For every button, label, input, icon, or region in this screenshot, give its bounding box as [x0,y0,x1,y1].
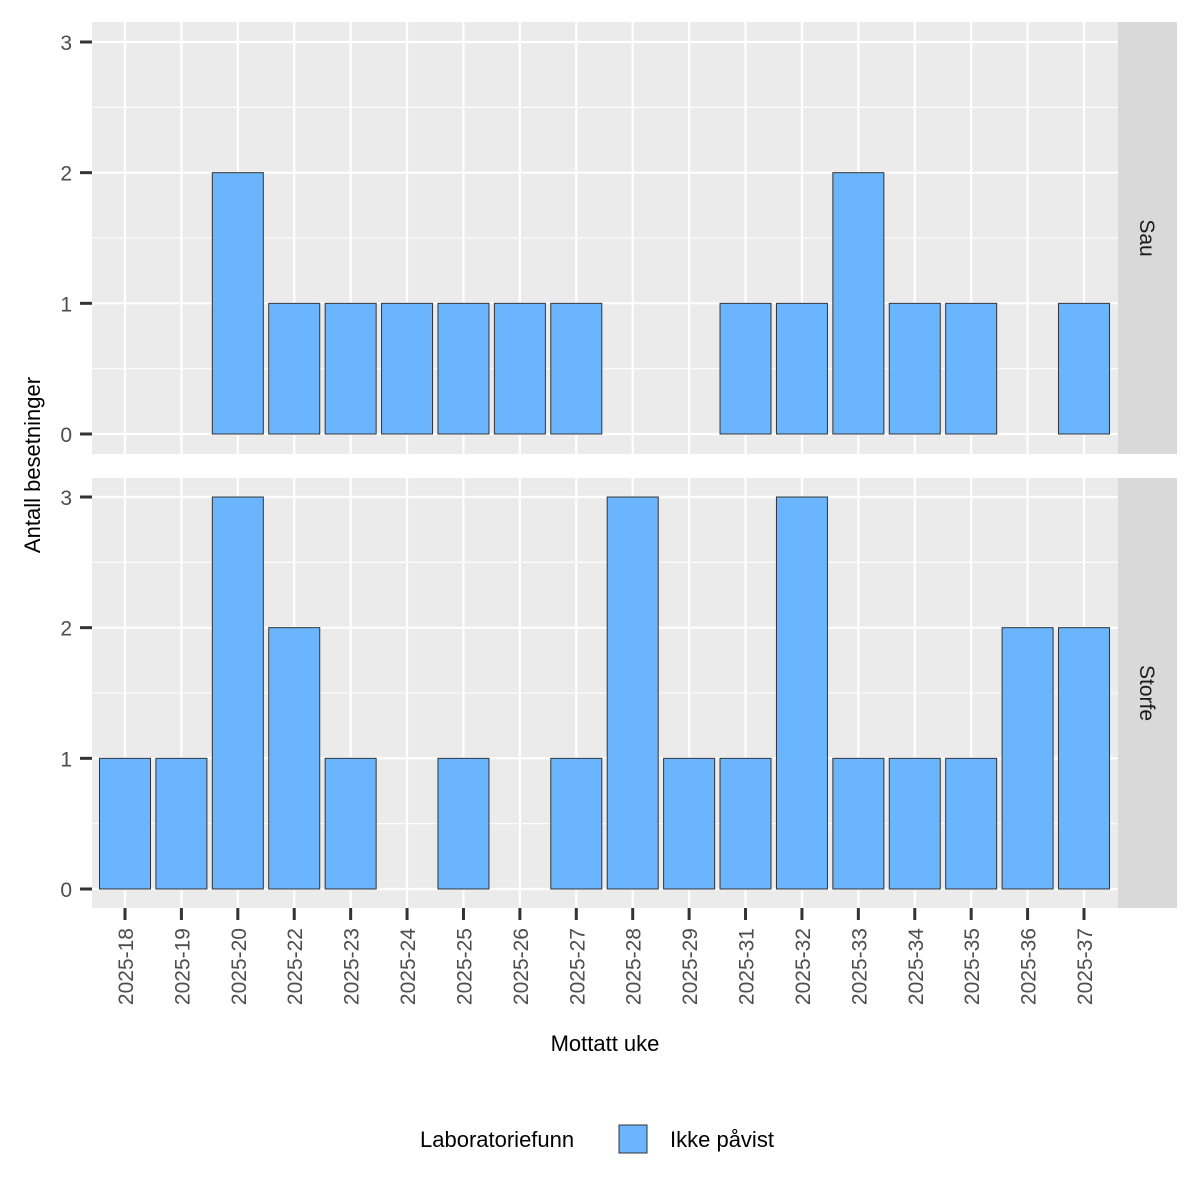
y-axis-label: Antall besetninger [20,377,45,553]
bar [719,757,772,890]
x-tick-label: 2025-29 [679,928,702,1005]
bar [945,757,998,890]
bar [324,757,377,890]
x-tick-label: 2025-24 [397,928,420,1005]
bar [663,757,716,890]
bar [719,302,772,435]
bar [1001,627,1054,890]
bar [268,302,321,435]
bar [945,302,998,435]
x-tick-label: 2025-37 [1074,928,1097,1005]
bar [211,496,264,890]
x-tick-label: 2025-22 [284,928,307,1005]
bar [888,757,941,890]
y-tick-label: 1 [60,293,72,316]
bar [888,302,941,435]
x-tick-label: 2025-26 [510,928,533,1005]
bar [381,302,434,435]
facet-strip [1118,22,1177,454]
x-tick-label: 2025-20 [228,928,251,1005]
facet-strip-label: Sau [1135,219,1158,256]
bar [268,627,321,890]
x-tick-label: 2025-36 [1018,928,1041,1005]
y-tick-label: 2 [60,618,72,641]
y-tick-label: 0 [60,879,72,902]
x-tick-label: 2025-23 [341,928,364,1005]
x-tick-label: 2025-19 [171,928,194,1005]
facet-panel-storfe: 0 1 2 3 Storfe [60,478,1177,908]
x-tick-label: 2025-18 [115,928,138,1005]
bar [606,496,659,890]
bar [832,172,885,435]
legend-entry: Ikke påvist [670,1127,774,1152]
legend-key [618,1124,648,1154]
x-tick-label: 2025-35 [961,928,984,1005]
bar [550,757,603,890]
bar [1058,627,1110,890]
x-tick-label: 2025-33 [848,928,871,1005]
x-tick-label: 2025-34 [905,928,928,1005]
x-tick-label: 2025-31 [736,928,759,1005]
bar [493,302,546,435]
x-axis-label: Mottatt uke [551,1031,660,1056]
bar [775,496,828,890]
y-tick-label: 2 [60,163,72,186]
bar [1058,302,1110,435]
bar [99,757,151,890]
bar [550,302,603,435]
facet-strip [1118,478,1177,908]
bar [324,302,377,435]
x-tick-label: 2025-25 [453,928,476,1005]
y-tick-label: 3 [60,487,72,510]
bar [832,757,885,890]
facet-panel-sau: 0 1 2 3 Sau [60,22,1177,454]
y-tick-label: 1 [60,748,72,771]
x-tick-label: 2025-32 [792,928,815,1005]
y-tick-label: 3 [60,32,72,55]
bar [155,757,208,890]
bar [437,302,490,435]
bar [775,302,828,435]
x-tick-label: 2025-27 [566,928,589,1005]
bar [437,757,490,890]
bar [211,172,264,435]
facet-strip-label: Storfe [1135,665,1158,721]
x-tick-label: 2025-28 [623,928,646,1005]
legend-title: Laboratoriefunn [420,1127,574,1152]
y-tick-label: 0 [60,424,72,447]
